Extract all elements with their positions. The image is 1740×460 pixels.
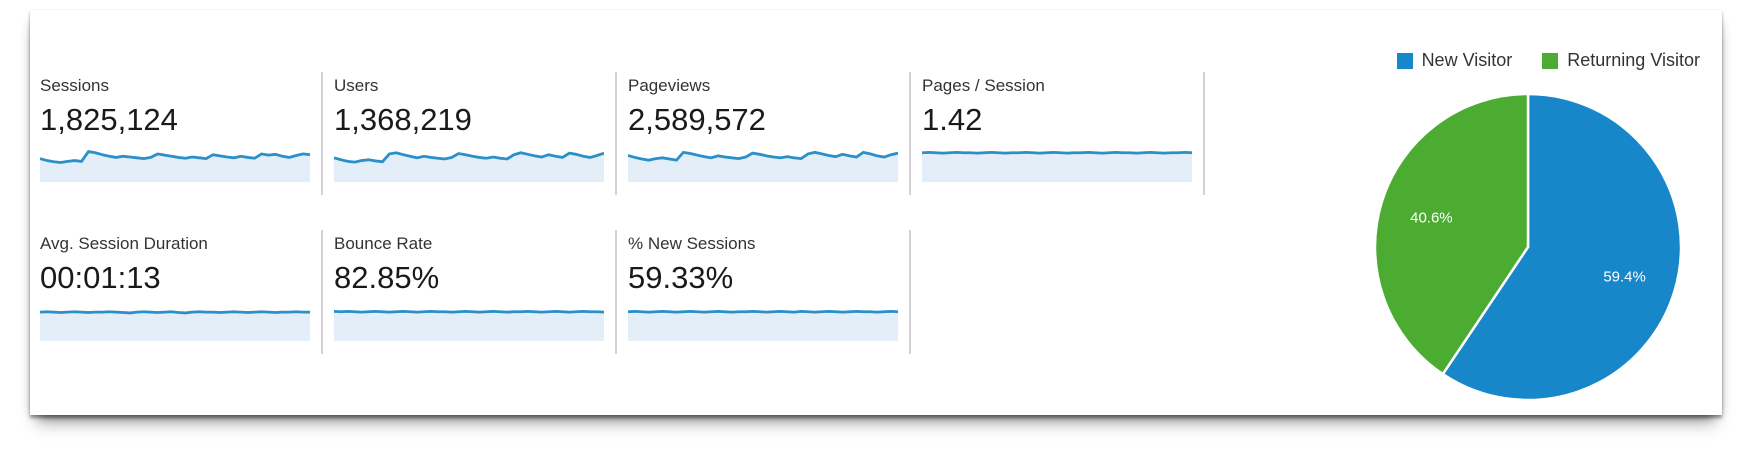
- overview-panel: Sessions 1,825,124 Users 1,368,219 Pagev…: [30, 10, 1722, 415]
- metric-label: Avg. Session Duration: [40, 234, 208, 253]
- metric-card-pageviews[interactable]: Pageviews 2,589,572: [628, 72, 911, 195]
- metric-card-pages-per-session[interactable]: Pages / Session 1.42: [922, 72, 1205, 195]
- metric-label: % New Sessions: [628, 234, 756, 253]
- metric-label: Bounce Rate: [334, 234, 433, 253]
- metric-label: Pageviews: [628, 76, 711, 95]
- sessions-sparkline-chart: [40, 143, 310, 182]
- pie-legend: New Visitor Returning Visitor: [1396, 50, 1700, 71]
- legend-label: New Visitor: [1421, 50, 1513, 70]
- metric-value: 1,825,124: [40, 102, 178, 137]
- avg-session-duration-sparkline-chart: [40, 302, 310, 341]
- legend-label: Returning Visitor: [1567, 50, 1700, 70]
- metric-card-bounce-rate[interactable]: Bounce Rate 82.85%: [334, 230, 617, 354]
- pages-per-session-sparkline-chart: [922, 143, 1192, 182]
- metric-value: 1,368,219: [334, 102, 472, 137]
- metric-value: 2,589,572: [628, 102, 766, 137]
- returning-visitor-swatch-icon: [1542, 52, 1559, 69]
- users-sparkline-chart: [334, 143, 604, 182]
- metric-value: 1.42: [922, 102, 983, 137]
- pie-slice-new-visitor[interactable]: [1441, 92, 1683, 402]
- legend-item-new-visitor[interactable]: New Visitor: [1396, 50, 1513, 71]
- metric-card-users[interactable]: Users 1,368,219: [334, 72, 617, 195]
- new-visitor-swatch-icon: [1396, 52, 1413, 69]
- pie-data-label: 40.6%: [1410, 210, 1453, 227]
- visitor-type-pie-chart[interactable]: 59.4% 40.6%: [1358, 77, 1698, 417]
- metric-label: Sessions: [40, 76, 109, 95]
- metric-card-new-sessions-pct[interactable]: % New Sessions 59.33%: [628, 230, 911, 354]
- pie-data-label: 59.4%: [1603, 268, 1646, 285]
- bounce-rate-sparkline-chart: [334, 302, 604, 341]
- metric-value: 82.85%: [334, 260, 440, 295]
- pie-slice-returning-visitor[interactable]: [1373, 92, 1530, 376]
- legend-item-returning-visitor[interactable]: Returning Visitor: [1542, 50, 1700, 71]
- metric-value: 59.33%: [628, 260, 734, 295]
- new-sessions-sparkline-chart: [628, 302, 898, 341]
- metric-value: 00:01:13: [40, 260, 161, 295]
- metric-label: Pages / Session: [922, 76, 1045, 95]
- metric-label: Users: [334, 76, 379, 95]
- pageviews-sparkline-chart: [628, 143, 898, 182]
- metric-card-sessions[interactable]: Sessions 1,825,124: [40, 72, 323, 195]
- metric-card-avg-session-duration[interactable]: Avg. Session Duration 00:01:13: [40, 230, 323, 354]
